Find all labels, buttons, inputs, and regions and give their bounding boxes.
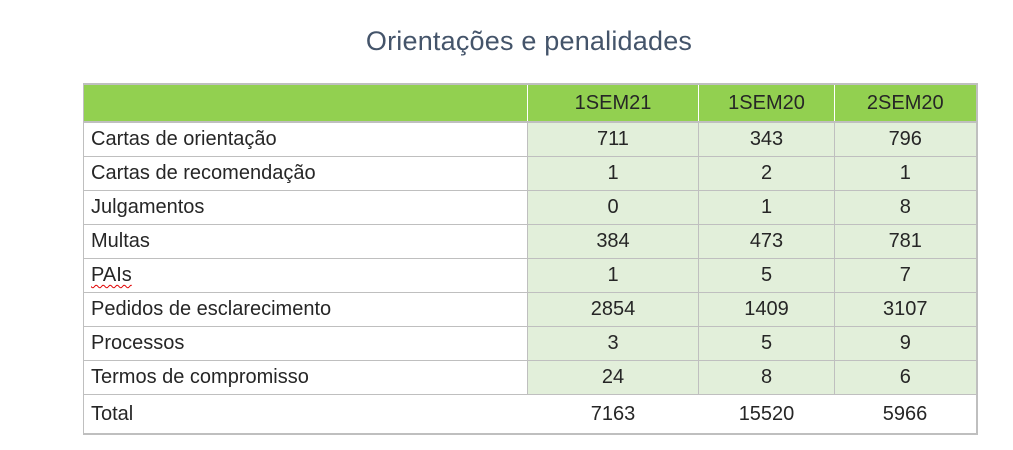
header-cell-1sem21: 1SEM21	[527, 83, 699, 123]
cell-value: 24	[527, 360, 699, 395]
row-label: Pedidos de esclarecimento	[83, 292, 528, 327]
table-row: PAIs 1 5 7	[83, 258, 978, 293]
table-row: Pedidos de esclarecimento 2854 1409 3107	[83, 292, 978, 327]
header-row: 1SEM21 1SEM20 2SEM20	[83, 83, 978, 123]
row-label: Cartas de recomendação	[83, 156, 528, 191]
header-cell-1sem20: 1SEM20	[698, 83, 835, 123]
cell-value: 1	[834, 156, 978, 191]
total-value: 15520	[698, 394, 835, 435]
cell-value: 3	[527, 326, 699, 361]
cell-value: 384	[527, 224, 699, 259]
cell-value: 343	[698, 122, 835, 157]
cell-value: 711	[527, 122, 699, 157]
header-cell-2sem20: 2SEM20	[834, 83, 978, 123]
row-label: Multas	[83, 224, 528, 259]
cell-value: 8	[834, 190, 978, 225]
cell-value: 473	[698, 224, 835, 259]
total-label: Total	[83, 394, 528, 435]
row-label: PAIs	[83, 258, 528, 293]
cell-value: 8	[698, 360, 835, 395]
cell-value: 1	[698, 190, 835, 225]
spellcheck-flagged-label: PAIs	[91, 264, 132, 286]
cell-value: 796	[834, 122, 978, 157]
penalties-table: 1SEM21 1SEM20 2SEM20 Cartas de orientaçã…	[83, 83, 978, 435]
table-title: Orientações e penalidades	[365, 26, 693, 56]
row-label: Julgamentos	[83, 190, 528, 225]
table-row: Termos de compromisso 24 8 6	[83, 360, 978, 395]
cell-value: 781	[834, 224, 978, 259]
total-value: 7163	[527, 394, 699, 435]
cell-value: 6	[834, 360, 978, 395]
cell-value: 1	[527, 258, 699, 293]
cell-value: 7	[834, 258, 978, 293]
cell-value: 2	[698, 156, 835, 191]
cell-value: 2854	[527, 292, 699, 327]
table-row: Multas 384 473 781	[83, 224, 978, 259]
total-value: 5966	[834, 394, 978, 435]
row-label: Processos	[83, 326, 528, 361]
cell-value: 0	[527, 190, 699, 225]
cell-value: 1	[527, 156, 699, 191]
row-label: Cartas de orientação	[83, 122, 528, 157]
table-row: Julgamentos 0 1 8	[83, 190, 978, 225]
table-row: Cartas de orientação 711 343 796	[83, 122, 978, 157]
cell-value: 5	[698, 326, 835, 361]
total-row: Total 7163 15520 5966	[83, 394, 978, 435]
table-row: Cartas de recomendação 1 2 1	[83, 156, 978, 191]
cell-value: 3107	[834, 292, 978, 327]
cell-value: 9	[834, 326, 978, 361]
header-cell-label	[83, 83, 528, 123]
cell-value: 5	[698, 258, 835, 293]
cell-value: 1409	[698, 292, 835, 327]
row-label: Termos de compromisso	[83, 360, 528, 395]
table-row: Processos 3 5 9	[83, 326, 978, 361]
